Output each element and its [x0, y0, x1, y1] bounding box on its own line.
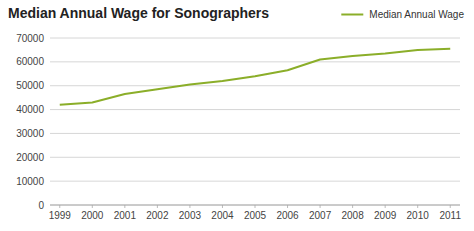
x-axis: 1999 2000 2001 2002 2003 2004 2005 2006 2007 2008…	[49, 205, 462, 221]
x-tick	[189, 205, 190, 208]
x-tick	[287, 205, 288, 208]
plot-area	[60, 49, 450, 105]
legend-swatch	[341, 14, 363, 16]
y-axis: 0 10000 20000 30000 40000 50000 60000 70000	[16, 33, 460, 211]
grid-line	[50, 85, 460, 86]
line	[60, 49, 450, 105]
y-tick-label: 0	[38, 200, 44, 211]
x-tick-label: 2010	[407, 210, 430, 221]
x-tick-label: 2007	[309, 210, 332, 221]
x-tick	[320, 205, 321, 208]
grid-line	[50, 133, 460, 134]
x-tick	[352, 205, 353, 208]
x-tick	[92, 205, 93, 208]
x-tick	[157, 205, 158, 208]
x-tick-label: 2005	[244, 210, 267, 221]
x-tick-label: 2000	[81, 210, 104, 221]
x-tick-label: 2006	[276, 210, 299, 221]
chart: Median Annual Wage for Sonographers 0 1000…	[0, 0, 474, 231]
x-tick-label: 2008	[341, 210, 364, 221]
x-tick	[385, 205, 386, 208]
x-tick-label: 1999	[49, 210, 72, 221]
x-tick	[255, 205, 256, 208]
x-tick-label: 2004	[211, 210, 234, 221]
legend: Median Annual Wage	[341, 9, 464, 20]
y-tick-label: 10000	[16, 176, 44, 187]
x-tick-label: 2009	[374, 210, 397, 221]
y-tick-label: 50000	[16, 80, 44, 91]
x-tick-label: 2001	[114, 210, 137, 221]
y-tick-label: 60000	[16, 56, 44, 67]
grid-line	[50, 38, 460, 39]
grid-line	[50, 61, 460, 62]
legend-label: Median Annual Wage	[369, 9, 464, 20]
y-tick-label: 30000	[16, 128, 44, 139]
grid-line	[50, 109, 460, 110]
x-tick	[222, 205, 223, 208]
y-tick-label: 20000	[16, 152, 44, 163]
x-tick	[417, 205, 418, 208]
grid-line	[50, 181, 460, 182]
x-tick	[450, 205, 451, 208]
x-tick-label: 2011	[439, 210, 461, 221]
y-tick-label: 40000	[16, 104, 44, 115]
title: Median Annual Wage for Sonographers	[8, 5, 269, 21]
y-tick-label: 70000	[16, 33, 44, 44]
x-tick-label: 2003	[179, 210, 202, 221]
x-tick-label: 2002	[146, 210, 169, 221]
x-tick	[59, 205, 60, 208]
grid-line	[50, 157, 460, 158]
x-tick	[124, 205, 125, 208]
